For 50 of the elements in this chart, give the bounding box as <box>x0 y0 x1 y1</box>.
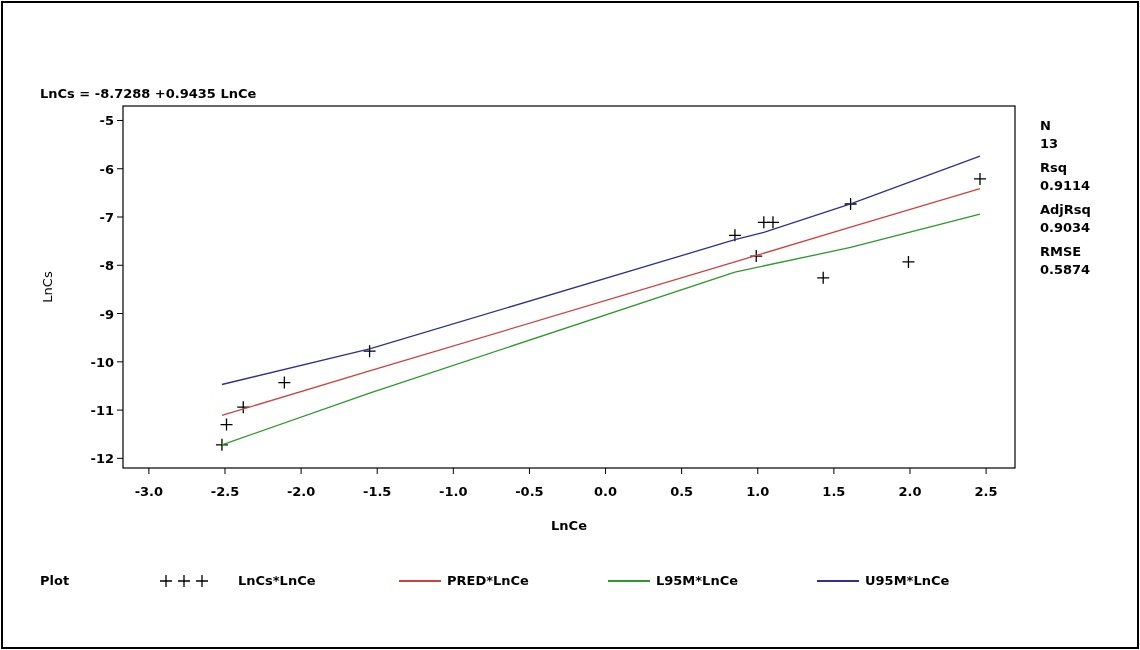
legend-label: LnCs*LnCe <box>238 573 316 588</box>
y-tick-label: -7 <box>99 210 114 226</box>
point <box>973 172 987 186</box>
y-tick-label: -5 <box>99 113 114 129</box>
text: 13 <box>1040 136 1059 151</box>
x-tick-label: 1.0 <box>746 484 770 499</box>
x-tick-label: 0.5 <box>670 484 694 499</box>
legend-title: Plot <box>40 573 70 588</box>
x-axis-title: LnCe <box>551 518 588 533</box>
y-tick-label: -10 <box>90 354 114 370</box>
text: LnCs = -8.7288 +0.9435 LnCe <box>40 86 257 101</box>
line-series <box>221 187 981 417</box>
point <box>843 197 858 211</box>
x-tick-label: 1.5 <box>822 484 846 499</box>
y-tick-label: -8 <box>99 258 114 274</box>
line-series <box>221 155 981 386</box>
point <box>766 215 780 229</box>
point <box>219 417 234 432</box>
legend-label: PRED*LnCe <box>447 573 530 588</box>
x-tick-label: -1.5 <box>362 484 392 499</box>
y-tick-label: -9 <box>99 306 114 322</box>
x-tick-label: -3.0 <box>134 484 164 499</box>
text: 0.9114 <box>1040 178 1091 193</box>
point <box>362 344 377 358</box>
x-tick-label: 2.5 <box>974 484 998 499</box>
x-tick-label: -1.0 <box>439 484 468 499</box>
point <box>728 228 742 242</box>
point <box>901 255 916 269</box>
x-tick-label: -2.5 <box>210 484 240 499</box>
legend-label: L95M*LnCe <box>656 573 739 588</box>
y-tick-label: -11 <box>90 403 114 419</box>
text: 0.5874 <box>1040 262 1091 277</box>
point <box>277 375 291 390</box>
point <box>816 271 830 285</box>
x-tick-label: 2.0 <box>898 484 922 499</box>
y-tick-label: -6 <box>99 161 114 177</box>
text: Rsq <box>1040 160 1068 175</box>
y-axis-title: LnCs <box>40 271 55 303</box>
text: N <box>1040 118 1051 133</box>
legend-label: U95M*LnCe <box>865 573 950 588</box>
line-series <box>221 213 981 446</box>
text: RMSE <box>1040 244 1082 259</box>
x-tick-label: -0.5 <box>515 484 544 499</box>
point <box>749 249 763 263</box>
point <box>215 438 229 452</box>
y-tick-label: -12 <box>90 451 114 467</box>
x-tick-label: 0.0 <box>594 484 618 499</box>
text: AdjRsq <box>1040 202 1091 217</box>
x-tick-label: -2.0 <box>286 484 316 499</box>
text: 0.9034 <box>1040 220 1091 235</box>
